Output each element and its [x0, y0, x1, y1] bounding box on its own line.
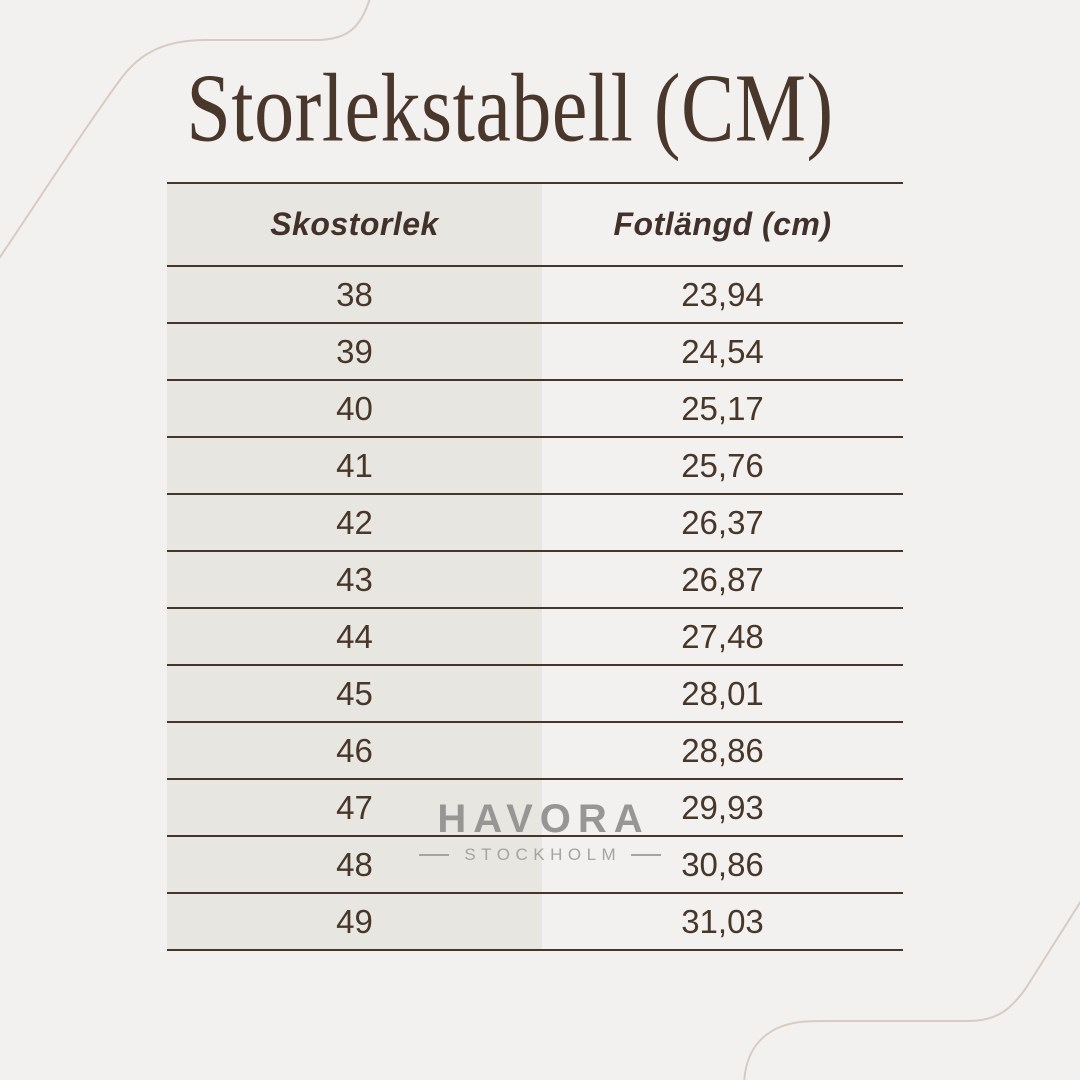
cell-length: 28,01 — [681, 674, 764, 712]
table-row: 46 28,86 — [167, 723, 903, 780]
cell-size: 42 — [167, 495, 542, 550]
table-rows-container: 38 23,94 39 24,54 40 25,17 41 25,76 42 26,37 43 26,… — [167, 267, 903, 951]
table-row: 42 26,37 — [167, 495, 903, 552]
table-row: 38 23,94 — [167, 267, 903, 324]
cell-size: 48 — [167, 837, 542, 892]
table-row: 43 26,87 — [167, 552, 903, 609]
cell-size: 40 — [167, 381, 542, 436]
size-table: Skostorlek Fotlängd (cm) 38 23,94 39 24,54 4… — [167, 182, 903, 951]
cell-length: 29,93 — [681, 788, 764, 826]
cell-size: 49 — [167, 894, 542, 949]
cell-size: 45 — [167, 666, 542, 721]
cell-length: 27,48 — [681, 617, 764, 655]
table-row: 40 25,17 — [167, 381, 903, 438]
cell-length: 31,03 — [681, 902, 764, 940]
table-row: 45 28,01 — [167, 666, 903, 723]
cell-length: 24,54 — [681, 332, 764, 370]
table-row: 39 24,54 — [167, 324, 903, 381]
cell-length: 25,17 — [681, 389, 764, 427]
table-row: 47 29,93 — [167, 780, 903, 837]
header-cell-length: Fotlängd (cm) — [613, 206, 832, 242]
cell-length: 25,76 — [681, 446, 764, 484]
cell-size: 44 — [167, 609, 542, 664]
cell-size: 41 — [167, 438, 542, 493]
cell-length: 26,37 — [681, 503, 764, 541]
table-row: 44 27,48 — [167, 609, 903, 666]
cell-size: 38 — [167, 267, 542, 322]
cell-size: 47 — [167, 780, 542, 835]
table-row: 49 31,03 — [167, 894, 903, 951]
table-header-row: Skostorlek Fotlängd (cm) — [167, 184, 903, 267]
page-title: Storlekstabell (CM) — [186, 55, 834, 163]
cell-size: 46 — [167, 723, 542, 778]
table-row: 48 30,86 — [167, 837, 903, 894]
cell-length: 23,94 — [681, 275, 764, 313]
header-cell-size: Skostorlek — [167, 184, 542, 265]
cell-size: 39 — [167, 324, 542, 379]
cell-size: 43 — [167, 552, 542, 607]
cell-length: 26,87 — [681, 560, 764, 598]
table-row: 41 25,76 — [167, 438, 903, 495]
cell-length: 30,86 — [681, 845, 764, 883]
cell-length: 28,86 — [681, 731, 764, 769]
